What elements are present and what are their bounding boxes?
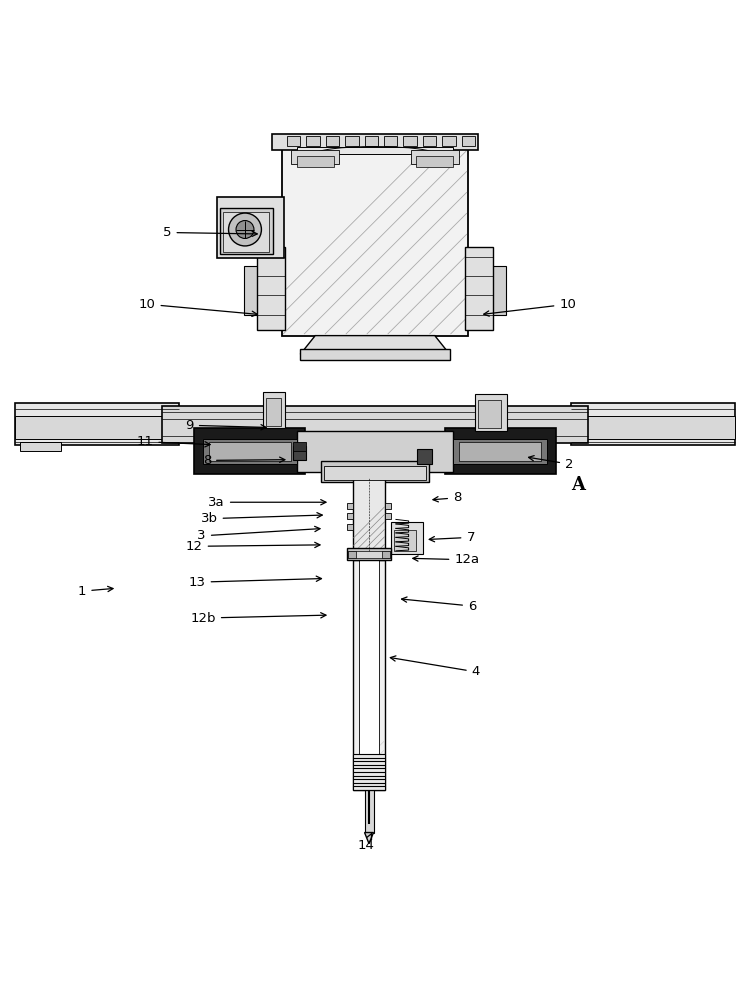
Bar [411, 150, 459, 164]
Circle shape [229, 213, 262, 246]
Bar [223, 212, 269, 252]
Bar [490, 266, 506, 315]
Text: 12a: 12a [413, 553, 479, 566]
Text: 14: 14 [358, 833, 374, 852]
Bar [386, 503, 392, 509]
Bar [296, 156, 334, 167]
Bar [359, 560, 379, 790]
Text: 3a: 3a [209, 496, 326, 509]
Bar [346, 524, 352, 530]
Bar [281, 141, 469, 336]
Bar [476, 394, 506, 431]
Text: 6: 6 [401, 597, 476, 613]
Bar [296, 431, 454, 472]
Bar [348, 551, 390, 558]
Bar [324, 466, 426, 480]
Bar [417, 449, 432, 464]
Circle shape [236, 221, 254, 238]
Bar [465, 247, 493, 330]
Bar [20, 442, 62, 451]
Text: 2: 2 [529, 456, 574, 471]
Text: 1: 1 [78, 585, 113, 598]
Bar [306, 136, 320, 146]
Bar [462, 136, 476, 146]
Bar [352, 478, 386, 554]
Bar [209, 442, 291, 461]
Bar [394, 530, 416, 551]
Bar [382, 551, 390, 558]
Bar [352, 560, 386, 790]
Bar [423, 136, 436, 146]
Bar [257, 247, 285, 330]
Bar [203, 439, 297, 464]
Bar [220, 208, 273, 254]
Bar [292, 442, 306, 451]
Bar [392, 522, 423, 554]
Bar [384, 136, 398, 146]
Polygon shape [364, 833, 374, 844]
Bar [162, 406, 588, 443]
Bar [281, 145, 469, 336]
Bar [364, 790, 374, 833]
Bar [15, 403, 179, 445]
Bar [286, 136, 300, 146]
Bar [194, 428, 304, 474]
Text: 11: 11 [136, 435, 210, 448]
Bar [364, 136, 378, 146]
Bar [292, 446, 306, 460]
Bar [300, 349, 450, 360]
Bar [244, 266, 260, 315]
Text: 10: 10 [484, 298, 576, 316]
Bar [352, 754, 386, 790]
Bar [321, 461, 429, 482]
Text: 9: 9 [185, 419, 266, 432]
Bar [478, 400, 500, 428]
Text: 3: 3 [197, 526, 320, 542]
Bar [272, 134, 478, 150]
Bar [326, 136, 339, 146]
Text: 8: 8 [433, 491, 461, 504]
Bar [446, 428, 556, 474]
Bar [571, 403, 735, 445]
Bar [217, 197, 284, 258]
Bar [346, 548, 392, 560]
Text: 5: 5 [163, 226, 257, 239]
Bar [266, 398, 280, 426]
Text: 4: 4 [390, 656, 480, 678]
Bar [346, 513, 352, 519]
Bar [346, 503, 352, 509]
Text: 8: 8 [202, 454, 285, 467]
Text: 10: 10 [139, 298, 257, 316]
Bar [15, 416, 179, 439]
Bar [348, 551, 355, 558]
Text: 12b: 12b [190, 612, 326, 625]
Bar [296, 147, 454, 154]
Polygon shape [300, 336, 450, 354]
Bar [404, 136, 417, 146]
Text: 13: 13 [189, 576, 322, 589]
Bar [571, 416, 735, 439]
Text: 3b: 3b [200, 512, 322, 525]
Bar [386, 513, 392, 519]
Bar [459, 442, 541, 461]
Text: 12: 12 [186, 540, 320, 553]
Bar [263, 392, 285, 428]
Bar [416, 156, 454, 167]
Bar [291, 150, 339, 164]
Bar [442, 136, 456, 146]
Bar [453, 439, 547, 464]
Bar [345, 136, 358, 146]
Text: A: A [571, 476, 585, 494]
Text: 7: 7 [429, 531, 475, 544]
